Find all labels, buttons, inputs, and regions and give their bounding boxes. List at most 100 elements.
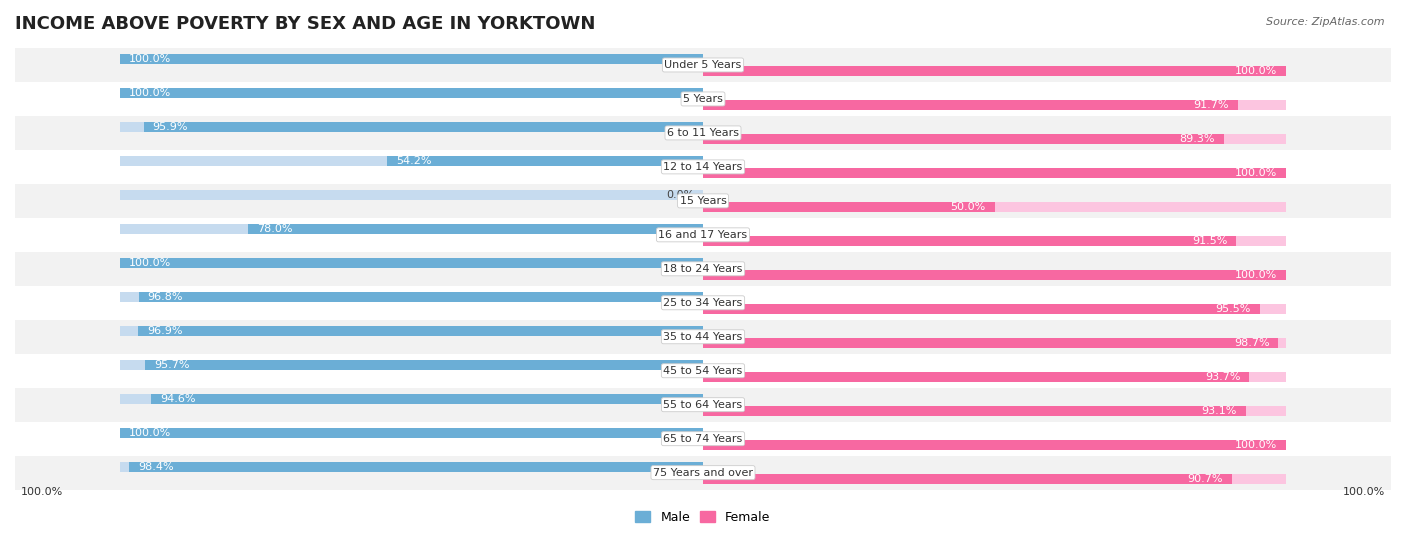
Text: 100.0%: 100.0%	[129, 428, 172, 438]
Bar	[703, 168, 1286, 178]
Text: 0.0%: 0.0%	[666, 190, 695, 200]
Bar	[703, 439, 1286, 450]
Bar	[15, 184, 1391, 218]
Bar	[15, 421, 1391, 456]
Bar	[15, 252, 1391, 286]
Bar	[703, 338, 1286, 348]
Bar	[703, 66, 1286, 76]
Text: 96.8%: 96.8%	[148, 292, 183, 302]
Bar	[703, 406, 1246, 416]
Bar	[703, 304, 1286, 314]
Text: 98.7%: 98.7%	[1234, 338, 1270, 348]
Bar	[703, 100, 1237, 110]
Text: 65 to 74 Years: 65 to 74 Years	[664, 434, 742, 444]
Text: 6 to 11 Years: 6 to 11 Years	[666, 128, 740, 138]
Bar	[15, 456, 1391, 490]
Text: 5 Years: 5 Years	[683, 94, 723, 104]
Text: INCOME ABOVE POVERTY BY SEX AND AGE IN YORKTOWN: INCOME ABOVE POVERTY BY SEX AND AGE IN Y…	[15, 15, 595, 33]
Bar	[15, 218, 1391, 252]
Bar	[120, 88, 703, 98]
Bar	[120, 258, 703, 268]
Text: 100.0%: 100.0%	[129, 88, 172, 98]
Text: 50.0%: 50.0%	[950, 202, 986, 212]
Bar	[129, 462, 703, 472]
Bar	[120, 190, 703, 200]
Bar	[120, 326, 703, 336]
Bar	[120, 54, 703, 64]
Bar	[15, 388, 1391, 421]
Bar	[703, 168, 1286, 178]
Bar	[15, 82, 1391, 116]
Text: 12 to 14 Years: 12 to 14 Years	[664, 162, 742, 172]
Text: 94.6%: 94.6%	[160, 394, 195, 404]
Text: 78.0%: 78.0%	[257, 224, 292, 234]
Bar	[139, 292, 703, 302]
Text: 93.7%: 93.7%	[1205, 372, 1240, 382]
Text: 96.9%: 96.9%	[146, 326, 183, 336]
Text: 16 and 17 Years: 16 and 17 Years	[658, 230, 748, 240]
Text: 89.3%: 89.3%	[1180, 134, 1215, 144]
Bar	[120, 54, 703, 64]
Text: 54.2%: 54.2%	[395, 156, 432, 166]
Bar	[120, 224, 703, 234]
Bar	[120, 394, 703, 404]
Text: 55 to 64 Years: 55 to 64 Years	[664, 400, 742, 410]
Bar	[249, 224, 703, 234]
Text: 95.5%: 95.5%	[1216, 304, 1251, 314]
Bar	[120, 462, 703, 472]
Text: 35 to 44 Years: 35 to 44 Years	[664, 331, 742, 342]
Bar	[387, 156, 703, 166]
Text: 25 to 34 Years: 25 to 34 Years	[664, 298, 742, 308]
Bar	[703, 473, 1232, 484]
Text: 93.1%: 93.1%	[1202, 406, 1237, 416]
Bar	[120, 292, 703, 302]
Text: 15 Years: 15 Years	[679, 196, 727, 206]
Text: 18 to 24 Years: 18 to 24 Years	[664, 264, 742, 274]
Text: 100.0%: 100.0%	[1234, 439, 1277, 449]
Bar	[120, 258, 703, 268]
Text: 91.7%: 91.7%	[1194, 100, 1229, 110]
Bar	[703, 304, 1260, 314]
Bar	[120, 428, 703, 438]
Bar	[120, 156, 703, 166]
Bar	[703, 202, 1286, 212]
Bar	[138, 326, 703, 336]
Bar	[15, 48, 1391, 82]
Bar	[703, 236, 1286, 246]
Bar	[15, 286, 1391, 320]
Text: 100.0%: 100.0%	[1234, 270, 1277, 280]
Bar	[703, 134, 1223, 144]
Text: 75 Years and over: 75 Years and over	[652, 468, 754, 477]
Legend: Male, Female: Male, Female	[630, 506, 776, 529]
Text: 100.0%: 100.0%	[1343, 487, 1385, 498]
Bar	[15, 320, 1391, 354]
Bar	[152, 394, 703, 404]
Bar	[145, 359, 703, 370]
Text: Source: ZipAtlas.com: Source: ZipAtlas.com	[1267, 17, 1385, 27]
Bar	[703, 269, 1286, 280]
Text: 95.7%: 95.7%	[153, 360, 190, 370]
Text: 98.4%: 98.4%	[138, 462, 174, 472]
Text: 100.0%: 100.0%	[21, 487, 63, 498]
Text: 45 to 54 Years: 45 to 54 Years	[664, 366, 742, 376]
Bar	[703, 439, 1286, 450]
Text: 91.5%: 91.5%	[1192, 236, 1227, 246]
Bar	[703, 338, 1278, 348]
Bar	[703, 269, 1286, 280]
Bar	[15, 116, 1391, 150]
Bar	[15, 354, 1391, 388]
Text: Under 5 Years: Under 5 Years	[665, 60, 741, 70]
Bar	[120, 122, 703, 132]
Bar	[703, 372, 1250, 382]
Text: 100.0%: 100.0%	[129, 258, 172, 268]
Bar	[120, 359, 703, 370]
Text: 100.0%: 100.0%	[1234, 66, 1277, 76]
Text: 100.0%: 100.0%	[1234, 168, 1277, 178]
Bar	[703, 202, 994, 212]
Text: 95.9%: 95.9%	[153, 122, 188, 132]
Bar	[120, 88, 703, 98]
Bar	[703, 100, 1286, 110]
Bar	[143, 122, 703, 132]
Bar	[120, 428, 703, 438]
Bar	[703, 406, 1286, 416]
